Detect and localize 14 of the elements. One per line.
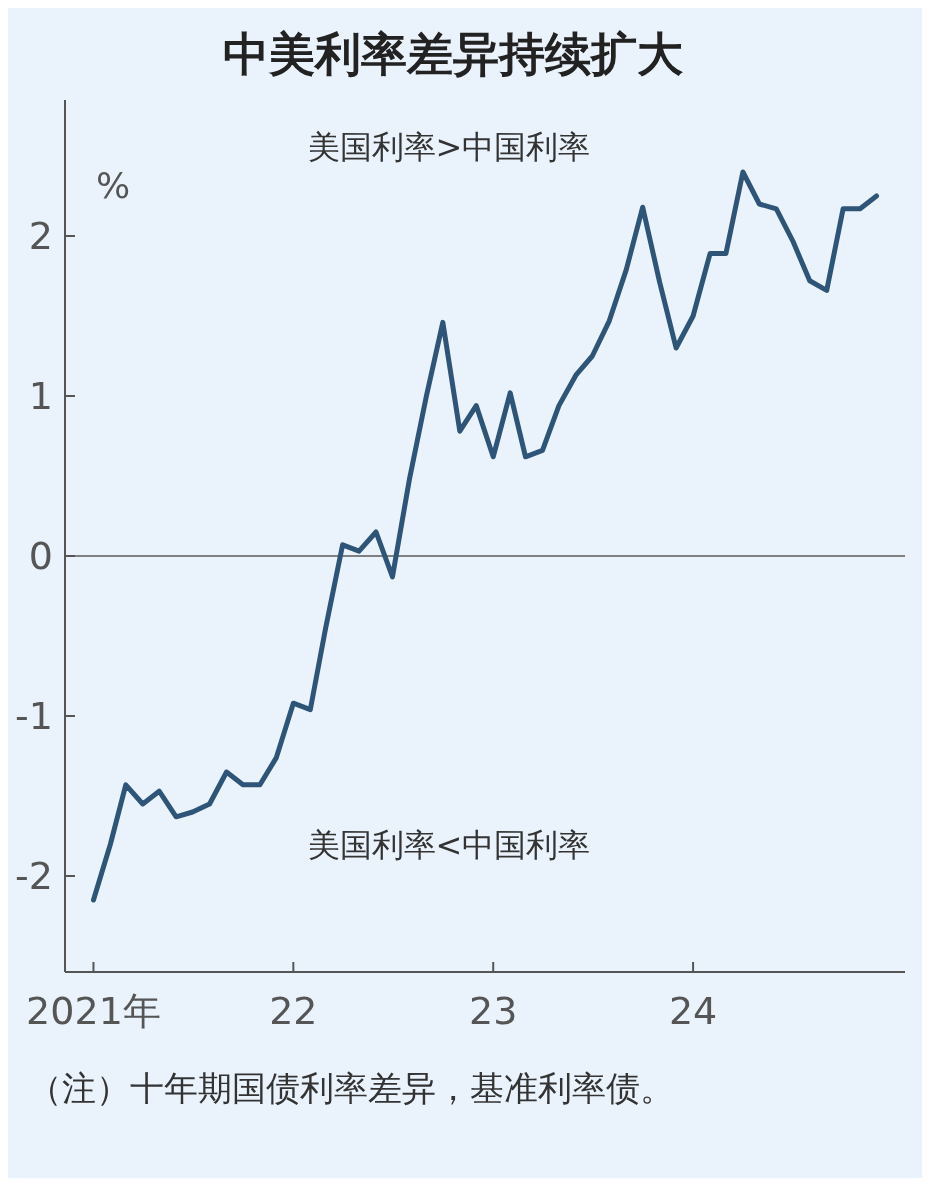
y-tick-label: 0	[28, 534, 53, 579]
y-axis-title: %	[95, 165, 131, 206]
x-tick-label: 23	[469, 989, 518, 1033]
text: （注）十年期国债利率差异，基准利率债。	[28, 1068, 674, 1108]
chart-title: 中美利率差异持续扩大	[223, 27, 683, 81]
y-tick-label: 2	[28, 214, 53, 259]
y-tick-label: -1	[15, 694, 53, 739]
x-tick-label: 2021年	[26, 989, 161, 1033]
y-tick-label: -2	[15, 854, 53, 899]
annotation: 美国利率>中国利率	[307, 128, 591, 166]
y-tick-label: 1	[28, 374, 53, 419]
annotation: 美国利率<中国利率	[307, 826, 591, 864]
x-tick-label: 22	[269, 989, 318, 1033]
x-tick-label: 24	[668, 989, 718, 1033]
